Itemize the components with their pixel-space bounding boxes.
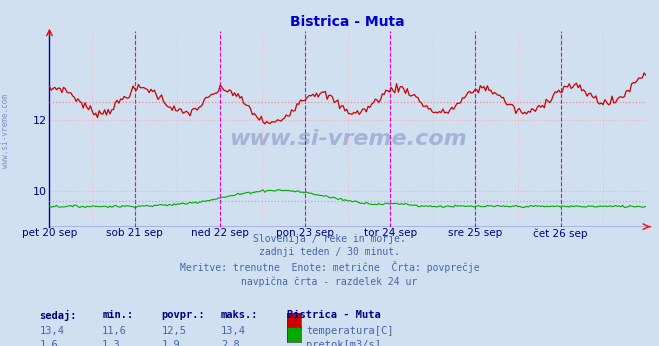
Text: povpr.:: povpr.: bbox=[161, 310, 205, 320]
Text: temperatura[C]: temperatura[C] bbox=[306, 326, 394, 336]
Text: 13,4: 13,4 bbox=[40, 326, 65, 336]
Text: Bistrica - Muta: Bistrica - Muta bbox=[287, 310, 380, 320]
Text: 1,3: 1,3 bbox=[102, 340, 121, 346]
Text: 13,4: 13,4 bbox=[221, 326, 246, 336]
Text: min.:: min.: bbox=[102, 310, 133, 320]
Text: 1,6: 1,6 bbox=[40, 340, 58, 346]
Text: 11,6: 11,6 bbox=[102, 326, 127, 336]
Text: maks.:: maks.: bbox=[221, 310, 258, 320]
Title: Bistrica - Muta: Bistrica - Muta bbox=[291, 15, 405, 29]
Text: Slovenija / reke in morje.
zadnji teden / 30 minut.
Meritve: trenutne  Enote: me: Slovenija / reke in morje. zadnji teden … bbox=[180, 234, 479, 286]
Text: 1,9: 1,9 bbox=[161, 340, 180, 346]
Text: pretok[m3/s]: pretok[m3/s] bbox=[306, 340, 382, 346]
Text: sedaj:: sedaj: bbox=[40, 310, 77, 321]
Text: 2,8: 2,8 bbox=[221, 340, 239, 346]
Text: www.si-vreme.com: www.si-vreme.com bbox=[229, 129, 467, 149]
Text: www.si-vreme.com: www.si-vreme.com bbox=[1, 94, 10, 169]
Text: 12,5: 12,5 bbox=[161, 326, 186, 336]
